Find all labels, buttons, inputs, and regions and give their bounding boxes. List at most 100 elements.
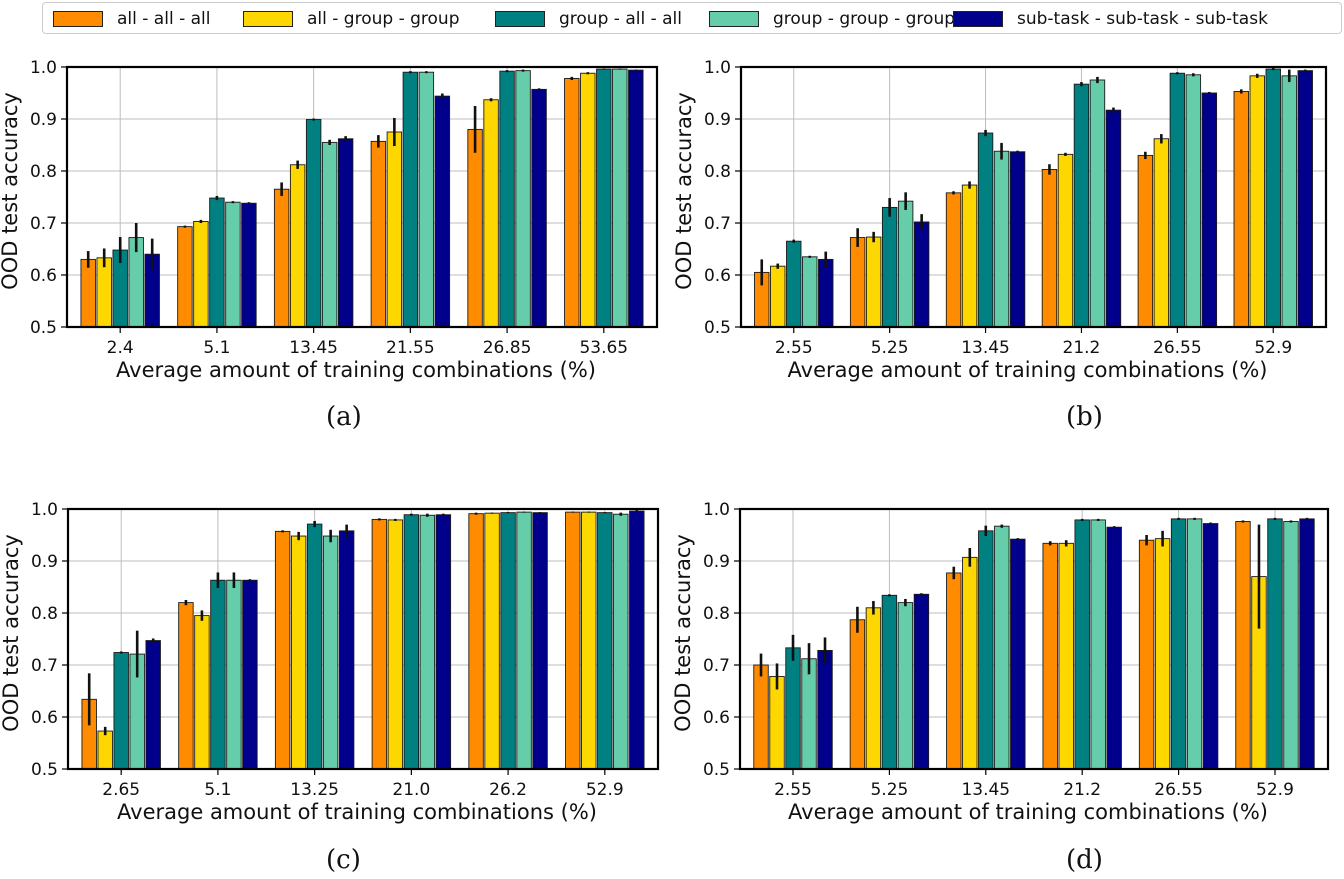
bar bbox=[209, 197, 225, 328]
bar bbox=[613, 513, 629, 770]
y-tick-label: 0.5 bbox=[703, 760, 730, 780]
y-tick-label: 0.8 bbox=[30, 162, 57, 182]
bar bbox=[1186, 518, 1203, 770]
legend-swatch bbox=[243, 11, 293, 27]
bar bbox=[322, 535, 339, 770]
y-tick-label: 0.5 bbox=[30, 318, 57, 338]
legend-swatch bbox=[709, 11, 759, 27]
bar bbox=[290, 535, 307, 770]
plot-frame bbox=[738, 507, 1330, 771]
y-tick-label: 1.0 bbox=[31, 500, 58, 520]
chart-panel-c: 0.5 0.6 0.7 0.8 0.9 1.0 2.65 5.1 13.25 21.0 26.2 52… bbox=[0, 500, 660, 824]
bar bbox=[1299, 518, 1315, 770]
bar bbox=[435, 514, 452, 770]
x-tick-label: 52.9 bbox=[1254, 338, 1292, 358]
x-tick-label: 13.45 bbox=[961, 338, 1010, 358]
bar bbox=[977, 132, 994, 328]
y-tick-label: 0.9 bbox=[31, 552, 58, 572]
bar bbox=[1201, 92, 1218, 328]
x-tick-label: 26.85 bbox=[483, 338, 532, 358]
bar bbox=[532, 512, 548, 770]
bar bbox=[961, 184, 978, 328]
bar bbox=[531, 88, 547, 328]
y-tick-label: 0.9 bbox=[30, 110, 57, 130]
bar bbox=[499, 70, 515, 328]
bar bbox=[1185, 74, 1202, 328]
bar bbox=[581, 511, 597, 770]
bar bbox=[564, 77, 580, 328]
bar bbox=[946, 572, 962, 770]
bar bbox=[1153, 138, 1170, 328]
bar bbox=[178, 602, 194, 770]
x-tick-label: 26.55 bbox=[1154, 780, 1203, 800]
bar bbox=[145, 640, 161, 770]
bar bbox=[1089, 79, 1106, 328]
bar bbox=[500, 512, 516, 770]
bar bbox=[1106, 526, 1122, 770]
bar bbox=[1010, 538, 1026, 770]
x-tick-label: 5.1 bbox=[204, 780, 231, 800]
bar bbox=[1073, 83, 1090, 328]
bar bbox=[881, 594, 898, 770]
bar bbox=[370, 140, 387, 328]
x-axis-label: Average amount of training combinations … bbox=[116, 358, 596, 382]
bar bbox=[1235, 521, 1251, 770]
x-axis-label: Average amount of training combinations … bbox=[788, 358, 1268, 382]
bar bbox=[565, 511, 581, 770]
legend-item: sub-task - sub-task - sub-task bbox=[953, 9, 1268, 29]
y-axis-label: OOD test accuracy bbox=[0, 534, 23, 732]
chart-panel-a: 0.5 0.6 0.7 0.8 0.9 1.0 2.4 5.1 13.45 21.55 26.85 5… bbox=[0, 58, 659, 382]
bar bbox=[337, 138, 354, 328]
caption-b: (b) bbox=[1066, 402, 1103, 432]
bar bbox=[403, 514, 420, 770]
bar bbox=[1009, 151, 1026, 328]
plot-frame bbox=[739, 65, 1328, 329]
x-axis-label: Average amount of training combinations … bbox=[788, 800, 1268, 824]
bar bbox=[193, 220, 209, 328]
bar bbox=[1154, 538, 1171, 770]
bar bbox=[96, 257, 112, 328]
legend-item: group - all - all bbox=[495, 9, 682, 29]
bar bbox=[516, 511, 532, 770]
y-axis-label: OOD test accuracy bbox=[671, 534, 695, 732]
bar bbox=[913, 221, 930, 328]
y-tick-label: 0.8 bbox=[704, 162, 731, 182]
legend: all - all - all all - group - group group … bbox=[42, 2, 1342, 34]
y-axis-label: OOD test accuracy bbox=[0, 92, 22, 290]
y-axis-label: OOD test accuracy bbox=[672, 92, 696, 290]
bar bbox=[1233, 90, 1249, 328]
bar bbox=[596, 68, 612, 328]
caption-c: (c) bbox=[326, 845, 361, 875]
bar bbox=[1058, 542, 1074, 770]
legend-swatch bbox=[53, 11, 103, 27]
y-tick-label: 1.0 bbox=[703, 500, 730, 520]
x-tick-label: 26.2 bbox=[489, 780, 527, 800]
bar bbox=[802, 256, 818, 328]
legend-swatch bbox=[495, 11, 545, 27]
bar bbox=[402, 71, 419, 328]
x-tick-label: 52.9 bbox=[586, 780, 624, 800]
bar bbox=[978, 530, 994, 770]
y-tick-label: 1.0 bbox=[704, 58, 731, 78]
bar bbox=[913, 593, 930, 770]
x-tick-label: 21.2 bbox=[1063, 780, 1101, 800]
y-tick-label: 0.9 bbox=[704, 110, 731, 130]
bar bbox=[1170, 518, 1187, 770]
bar bbox=[1041, 168, 1058, 328]
y-tick-label: 1.0 bbox=[30, 58, 57, 78]
bar bbox=[1265, 68, 1281, 328]
y-tick-label: 0.8 bbox=[31, 604, 58, 624]
bar bbox=[994, 525, 1010, 770]
x-tick-label: 2.55 bbox=[775, 338, 813, 358]
bar bbox=[305, 119, 322, 328]
legend-label: group - all - all bbox=[559, 9, 682, 29]
bar bbox=[1042, 542, 1058, 770]
x-tick-label: 53.65 bbox=[579, 338, 628, 358]
bar bbox=[1074, 519, 1090, 770]
legend-item: all - group - group bbox=[243, 9, 460, 29]
bar bbox=[1297, 70, 1313, 328]
x-tick-label: 21.0 bbox=[392, 780, 430, 800]
bar bbox=[241, 202, 257, 328]
bar bbox=[321, 141, 338, 328]
y-tick-label: 0.7 bbox=[30, 214, 57, 234]
